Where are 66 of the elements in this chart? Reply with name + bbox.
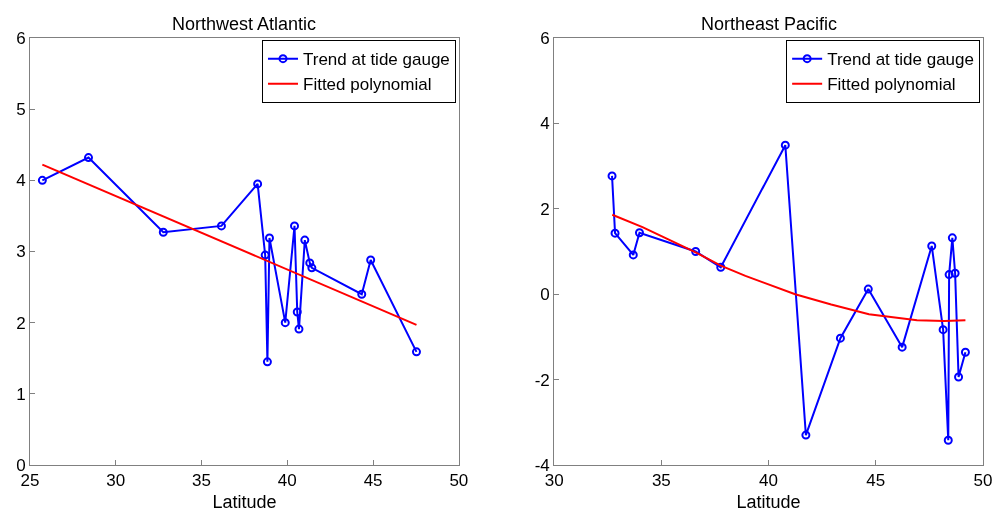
y-tick-label: 3 (16, 242, 26, 262)
y-tick-label: 2 (16, 313, 26, 333)
point (262, 357, 272, 367)
legend-label: Fitted polynomial (302, 75, 432, 95)
point (294, 324, 304, 334)
point (253, 179, 263, 189)
point (960, 347, 970, 357)
x-tick-label: 45 (363, 471, 383, 491)
x-axis-title: Latitude (736, 491, 801, 512)
x-axis-title: Latitude (212, 491, 277, 512)
x-tick-label: 40 (759, 471, 779, 491)
point (158, 227, 168, 237)
point (84, 153, 93, 163)
legend-label: Trend at tide gauge (827, 50, 974, 70)
point (897, 342, 907, 352)
legend-label: Trend at tide gauge (302, 50, 450, 70)
point (260, 250, 270, 260)
chart-title: Northeast Pacific (701, 14, 838, 34)
y-tick-label: 4 (16, 171, 26, 191)
point (863, 284, 873, 294)
point (716, 262, 726, 272)
point (366, 255, 376, 265)
y-tick-label: 2 (540, 199, 550, 219)
point (835, 333, 845, 343)
point (610, 228, 620, 238)
line-series (611, 213, 967, 323)
x-tick-label: 35 (651, 471, 671, 491)
point (801, 430, 811, 440)
x-tick-label: 35 (192, 471, 211, 491)
point (300, 235, 310, 245)
point (411, 347, 421, 357)
point (691, 247, 701, 256)
x-tick-label: 50 (973, 471, 993, 491)
point (944, 270, 954, 280)
x-tick-label: 30 (106, 471, 126, 491)
y-tick-label: 4 (540, 114, 550, 134)
point (292, 307, 302, 317)
x-tick-label: 40 (277, 471, 297, 491)
point (943, 435, 953, 445)
point (950, 268, 960, 278)
point (307, 263, 317, 273)
point (357, 289, 367, 299)
point (938, 325, 948, 335)
y-tick-label: 6 (540, 28, 550, 48)
point (305, 258, 315, 268)
y-tick-label: -2 (534, 370, 550, 390)
y-tick-label: 0 (540, 285, 550, 305)
point (927, 241, 937, 251)
point (290, 221, 300, 231)
point (216, 221, 226, 231)
x-tick-label: 50 (449, 471, 469, 491)
point (280, 318, 290, 328)
point (947, 233, 957, 243)
chart-title: Northwest Atlantic (172, 14, 317, 34)
x-tick-label: 45 (866, 471, 886, 491)
point (780, 140, 790, 150)
point (37, 175, 47, 185)
y-tick-label: 1 (16, 384, 26, 404)
point (634, 228, 644, 238)
point (264, 233, 274, 243)
legend-label: Fitted polynomial (827, 75, 956, 95)
point (628, 250, 638, 260)
point (954, 372, 964, 382)
y-tick-label: 5 (16, 100, 26, 120)
point (607, 171, 617, 181)
y-tick-label: 6 (16, 28, 26, 48)
